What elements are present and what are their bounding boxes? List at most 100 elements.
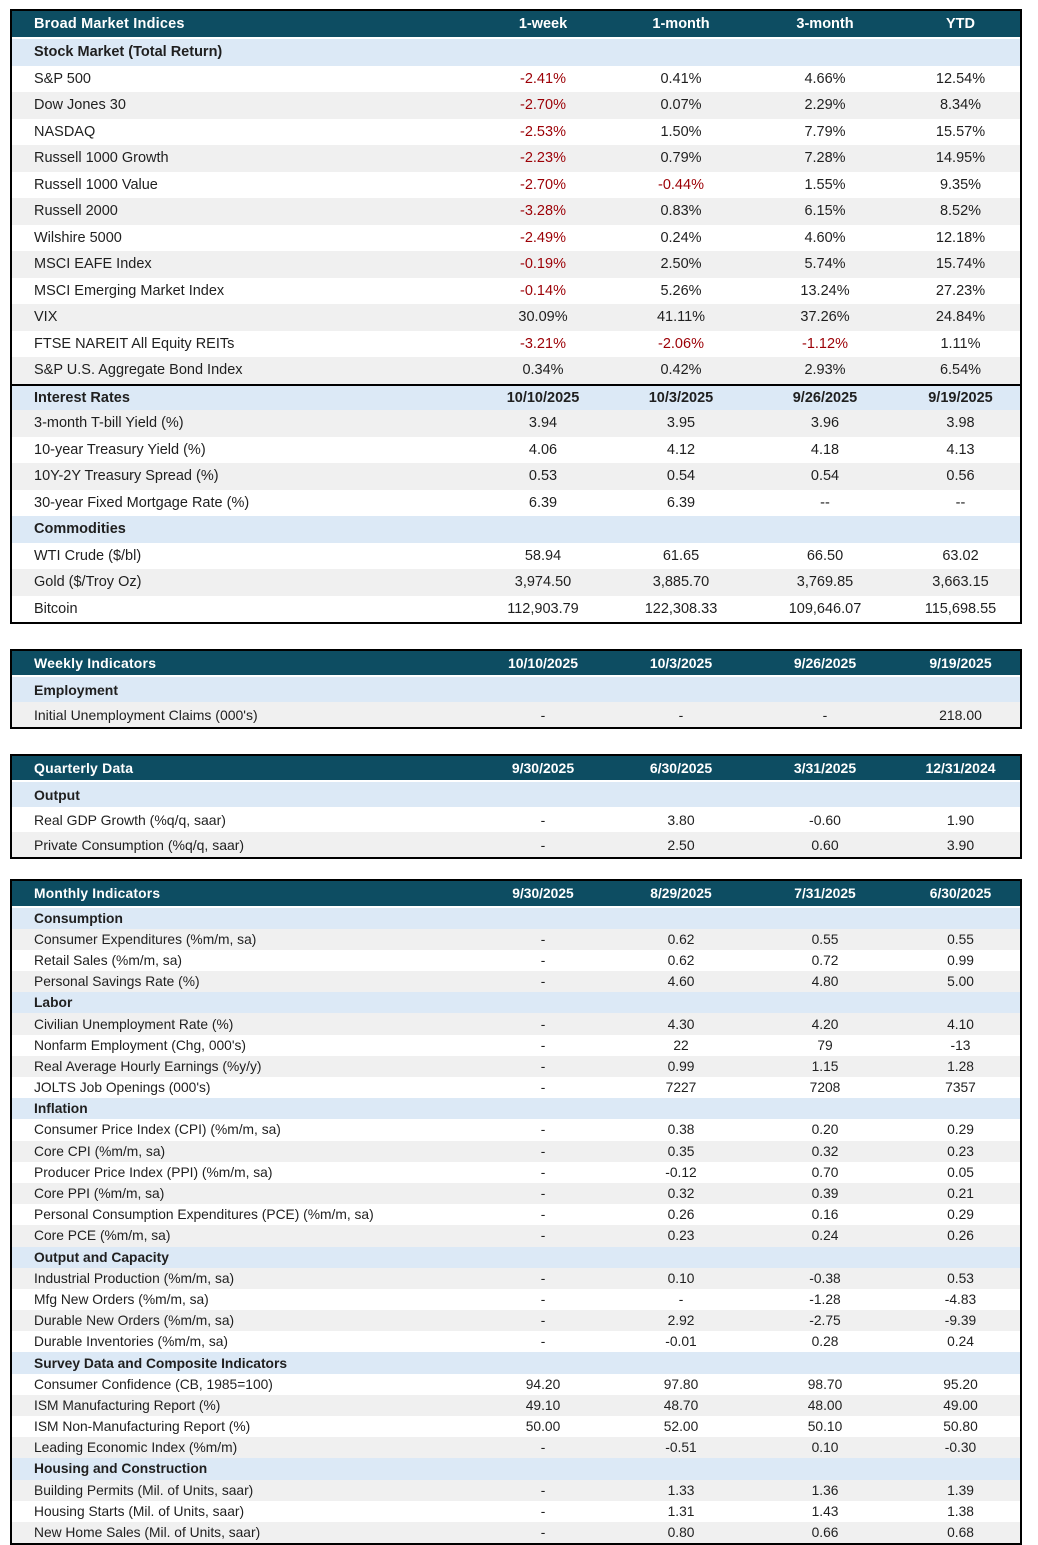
value-cell: -: [540, 1503, 546, 1519]
table-row: Personal Consumption Expenditures (PCE) …: [12, 1204, 1020, 1226]
value-cell: 115,698.55: [924, 600, 997, 617]
value-cell: 0.79%: [660, 150, 702, 167]
table-row: Private Consumption (%q/q, saar) - 2.50 0.6…: [12, 832, 1020, 857]
value-cell: 15.57%: [935, 123, 986, 140]
value-cell: 1.90: [946, 811, 975, 828]
value-cell: 97.80: [663, 1376, 699, 1392]
value-cell: 0.39: [811, 1186, 839, 1202]
row-label: Nonfarm Employment (Chg, 000's): [34, 1037, 246, 1053]
value-cell: 1.33: [667, 1482, 695, 1498]
table-row: Dow Jones 30 -2.70% 0.07% 2.29% 8.34%: [12, 92, 1020, 119]
value-cell: 0.35: [667, 1143, 695, 1159]
value-cell: 0.21: [947, 1186, 974, 1202]
value-cell: 0.53: [528, 468, 558, 485]
section-header-row: Housing and Construction: [12, 1458, 1020, 1480]
value-cell: 6.39: [528, 494, 558, 511]
value-cell: 7208: [809, 1080, 841, 1096]
value-cell: 4.30: [667, 1016, 695, 1032]
table-row: Core PCE (%m/m, sa) - 0.23 0.24 0.26: [12, 1225, 1020, 1247]
value-cell: 0.99: [947, 952, 974, 968]
value-cell: 1.38: [947, 1503, 974, 1519]
value-cell: 0.99: [667, 1058, 695, 1074]
value-cell: -: [540, 1270, 546, 1286]
section-title: Stock Market (Total Return): [34, 44, 223, 61]
value-cell: -9.39: [944, 1313, 977, 1329]
section-header-row: Output: [12, 782, 1020, 807]
value-cell: 13.24%: [800, 282, 850, 299]
value-cell: 12.54%: [935, 70, 986, 87]
column-header: 6/30/2025: [649, 760, 713, 776]
quarterly-data-table: Quarterly Data 9/30/2025 6/30/2025 3/31/202…: [10, 754, 1022, 859]
row-label: WTI Crude ($/bl): [34, 547, 142, 564]
value-cell: 49.00: [943, 1397, 978, 1413]
column-header: 6/30/2025: [929, 885, 992, 901]
section-header-row: Survey Data and Composite Indicators: [12, 1352, 1020, 1374]
value-cell: 3.98: [946, 415, 975, 432]
value-cell: 48.70: [663, 1397, 699, 1413]
value-cell: -: [540, 1186, 546, 1202]
row-label: Bitcoin: [34, 600, 78, 617]
value-cell: 7.28%: [804, 150, 846, 167]
value-cell: -: [540, 1482, 546, 1498]
table-row: MSCI Emerging Market Index -0.14% 5.26% 13.…: [12, 277, 1020, 304]
value-cell: -: [540, 811, 546, 828]
row-label: 10Y-2Y Treasury Spread (%): [34, 468, 219, 485]
table-title: Broad Market Indices: [34, 16, 185, 32]
value-cell: 8.34%: [939, 97, 982, 114]
table-row: Industrial Production (%m/m, sa) - 0.10 -0.…: [12, 1267, 1020, 1289]
column-header: 3/31/2025: [793, 760, 857, 776]
row-label: Personal Consumption Expenditures (PCE) …: [34, 1207, 374, 1223]
value-cell: 63.02: [942, 547, 979, 564]
value-cell: 50.80: [943, 1419, 978, 1435]
value-cell: -1.12%: [802, 335, 848, 352]
table-row: 30-year Fixed Mortgage Rate (%) 6.39 6.39 -…: [12, 489, 1020, 516]
section-header-row: Inflation: [12, 1098, 1020, 1120]
value-cell: 0.24%: [660, 229, 702, 246]
value-cell: 49.10: [525, 1397, 561, 1413]
value-cell: 0.55: [947, 931, 974, 947]
row-label: Gold ($/Troy Oz): [34, 574, 142, 591]
table-row: 10-year Treasury Yield (%) 4.06 4.12 4.18 4.…: [12, 436, 1020, 463]
value-cell: -: [540, 1525, 546, 1541]
row-label: ISM Non-Manufacturing Report (%): [34, 1419, 251, 1435]
value-cell: -: [540, 974, 546, 990]
value-cell: -: [540, 1291, 546, 1307]
value-cell: 5.26%: [660, 282, 702, 299]
row-label: Real GDP Growth (%q/q, saar): [34, 811, 226, 828]
row-label: Real Average Hourly Earnings (%y/y): [34, 1058, 262, 1074]
row-label: Durable New Orders (%m/m, sa): [34, 1313, 235, 1329]
value-cell: 0.16: [811, 1207, 839, 1223]
section-title: Output: [34, 786, 80, 803]
section-title: Consumption: [34, 910, 123, 926]
value-cell: 7.79%: [804, 123, 846, 140]
table-row: Producer Price Index (PPI) (%m/m, sa) - -0…: [12, 1161, 1020, 1183]
table-row: ISM Manufacturing Report (%) 49.10 48.70 48…: [12, 1394, 1020, 1416]
row-label: Durable Inventories (%m/m, sa): [34, 1334, 228, 1350]
section-header-row: Employment: [12, 677, 1020, 702]
value-cell: 58.94: [524, 547, 562, 564]
value-cell: -: [540, 1334, 546, 1350]
value-cell: 1.39: [947, 1482, 974, 1498]
table-title: Weekly Indicators: [34, 655, 157, 671]
table-row: NASDAQ -2.53% 1.50% 7.79% 15.57%: [12, 118, 1020, 145]
value-cell: 1.55%: [804, 176, 846, 193]
table-row: ISM Non-Manufacturing Report (%) 50.00 52.…: [12, 1416, 1020, 1438]
row-label: Housing Starts (Mil. of Units, saar): [34, 1503, 245, 1519]
row-label: 3-month T-bill Yield (%): [34, 415, 184, 432]
row-label: Personal Savings Rate (%): [34, 974, 200, 990]
value-cell: 4.80: [811, 974, 839, 990]
value-cell: 0.54: [810, 468, 840, 485]
table-row: Durable New Orders (%m/m, sa) - 2.92 -2.75 -…: [12, 1310, 1020, 1332]
value-cell: 4.60%: [804, 229, 846, 246]
value-cell: -0.19%: [520, 256, 566, 273]
value-cell: 0.60: [811, 836, 839, 853]
value-cell: 1.36: [811, 1482, 839, 1498]
column-header: 8/29/2025: [650, 885, 712, 901]
table-row: Real GDP Growth (%q/q, saar) - 3.80 -0.60 1.…: [12, 807, 1020, 832]
value-cell: 7227: [665, 1080, 697, 1096]
value-cell: 1.43: [811, 1503, 839, 1519]
value-cell: -: [540, 1058, 546, 1074]
table-row: Building Permits (Mil. of Units, saar) - 1…: [12, 1479, 1020, 1501]
row-label: Consumer Expenditures (%m/m, sa): [34, 931, 257, 947]
